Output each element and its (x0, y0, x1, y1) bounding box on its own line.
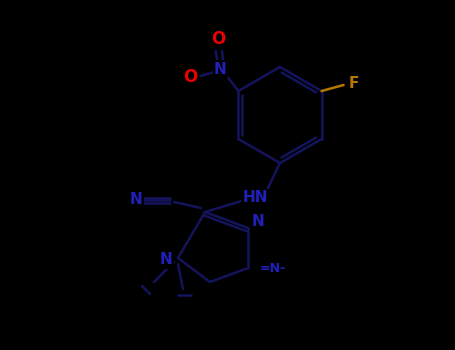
Text: N: N (130, 193, 142, 208)
Text: N: N (159, 252, 172, 267)
Text: O: O (211, 30, 226, 48)
Text: N: N (214, 62, 227, 77)
Text: HN: HN (242, 190, 268, 205)
Text: O: O (183, 68, 197, 86)
Text: =N-: =N- (260, 261, 286, 274)
Text: F: F (349, 76, 359, 91)
Text: N: N (252, 215, 264, 230)
